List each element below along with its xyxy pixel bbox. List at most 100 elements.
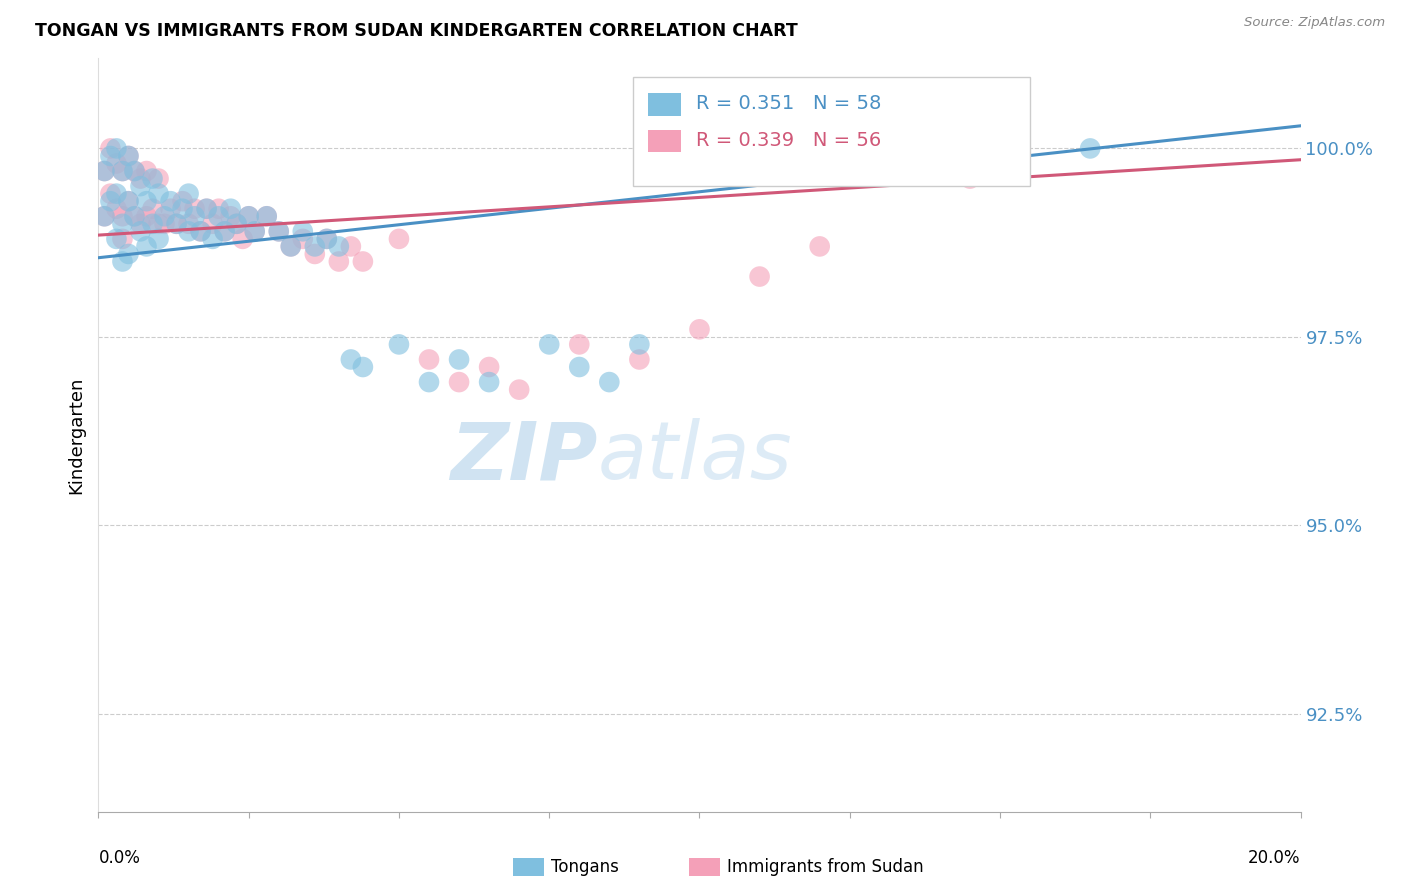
Point [190, 224, 212, 238]
Point [195, 202, 218, 216]
Point [105, 156, 128, 170]
Point [808, 239, 831, 253]
Point [256, 209, 278, 223]
Point [478, 375, 501, 389]
Point [177, 224, 200, 238]
Point [208, 202, 231, 216]
Point [153, 209, 176, 223]
Point [201, 217, 224, 231]
Point [111, 164, 134, 178]
Text: R = 0.351   N = 58: R = 0.351 N = 58 [696, 95, 882, 113]
Point [183, 202, 205, 216]
Point [304, 247, 326, 261]
Point [267, 224, 290, 238]
Point [135, 239, 157, 253]
Bar [648, 129, 682, 153]
Point [135, 164, 157, 178]
Point [172, 202, 194, 216]
Point [117, 194, 139, 209]
Point [100, 194, 122, 209]
Point [100, 186, 122, 201]
Point [219, 202, 242, 216]
Point [129, 179, 152, 194]
Text: Tongans: Tongans [551, 858, 619, 876]
Point [148, 186, 170, 201]
Bar [648, 94, 682, 116]
Point [388, 337, 411, 351]
Point [478, 359, 501, 374]
Point [105, 202, 128, 216]
Point [352, 359, 374, 374]
Point [141, 217, 163, 231]
Point [100, 141, 122, 155]
Point [328, 254, 350, 268]
Point [201, 232, 224, 246]
Point [225, 217, 247, 231]
Point [129, 171, 152, 186]
Point [568, 337, 591, 351]
Point [256, 209, 278, 223]
Point [214, 224, 236, 238]
Point [166, 217, 188, 231]
Point [124, 164, 146, 178]
Point [135, 194, 157, 209]
Point [124, 209, 146, 223]
Point [447, 352, 470, 367]
Point [93, 209, 115, 223]
Point [172, 194, 194, 209]
Point [232, 232, 254, 246]
Text: 0.0%: 0.0% [98, 849, 141, 867]
Point [267, 224, 290, 238]
Point [628, 337, 651, 351]
Point [988, 156, 1011, 170]
Point [117, 149, 139, 163]
Point [568, 359, 591, 374]
Point [124, 209, 146, 223]
Point [93, 164, 115, 178]
Point [141, 171, 163, 186]
Point [748, 269, 770, 284]
Y-axis label: Kindergarten: Kindergarten [67, 376, 86, 493]
Point [93, 164, 115, 178]
Point [340, 239, 363, 253]
Point [598, 375, 620, 389]
Point [190, 224, 212, 238]
Point [166, 217, 188, 231]
Point [628, 352, 651, 367]
Text: ZIP: ZIP [450, 418, 598, 497]
Point [159, 202, 181, 216]
Point [225, 217, 247, 231]
Point [117, 194, 139, 209]
Point [418, 352, 440, 367]
Point [111, 164, 134, 178]
Point [219, 209, 242, 223]
Point [280, 239, 302, 253]
Point [315, 232, 337, 246]
Point [315, 232, 337, 246]
Point [243, 224, 266, 238]
Point [208, 209, 231, 223]
Point [100, 149, 122, 163]
Point [93, 209, 115, 223]
Text: Source: ZipAtlas.com: Source: ZipAtlas.com [1244, 16, 1385, 29]
Point [418, 375, 440, 389]
Point [1078, 141, 1101, 155]
Point [135, 209, 157, 223]
Point [148, 171, 170, 186]
Point [538, 337, 561, 351]
FancyBboxPatch shape [633, 77, 1031, 186]
Point [243, 224, 266, 238]
Point [280, 239, 302, 253]
Point [689, 322, 711, 336]
Point [959, 171, 981, 186]
Point [238, 209, 260, 223]
Point [105, 232, 128, 246]
Point [111, 217, 134, 231]
Point [195, 202, 218, 216]
Point [105, 141, 128, 155]
Point [148, 217, 170, 231]
Point [304, 239, 326, 253]
Point [148, 232, 170, 246]
Point [117, 149, 139, 163]
Point [291, 232, 314, 246]
